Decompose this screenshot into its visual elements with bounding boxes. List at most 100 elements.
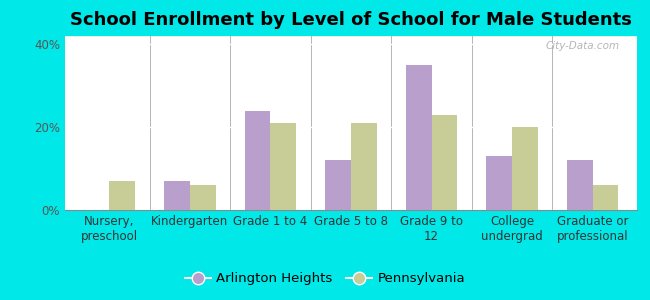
Bar [65,36,637,37]
Bar [65,36,637,37]
Bar [65,36,637,37]
Bar [65,36,637,37]
Legend: Arlington Heights, Pennsylvania: Arlington Heights, Pennsylvania [179,267,471,290]
Bar [65,36,637,37]
Bar [65,36,637,37]
Bar [65,36,637,37]
Bar [65,36,637,37]
Bar [65,36,637,37]
Bar [65,36,637,37]
Bar [65,36,637,37]
Bar [65,36,637,37]
Bar [65,36,637,37]
Bar [65,36,637,37]
Bar [65,36,637,37]
Bar [65,36,637,37]
Bar [65,36,637,37]
Bar [65,36,637,37]
Bar [65,36,637,37]
Bar [65,36,637,37]
Bar [65,36,637,37]
Bar [65,36,637,37]
Bar [65,36,637,37]
Bar [190,185,216,210]
Bar [65,36,637,37]
Bar [65,36,637,37]
Bar [65,36,637,37]
Bar [65,36,637,37]
Bar [65,36,637,37]
Bar [65,36,637,37]
Bar [65,36,637,37]
Bar [65,36,637,37]
Bar [65,36,637,37]
Bar [65,36,637,37]
Bar [270,123,296,210]
Bar [65,36,637,37]
Bar [65,36,637,37]
Bar [65,36,637,37]
Bar [65,36,637,37]
Bar [65,36,637,37]
Bar [65,36,637,37]
Bar [65,36,637,37]
Bar [65,36,637,37]
Bar [65,36,637,37]
Bar [65,36,637,37]
Bar [65,36,637,37]
Bar [65,36,637,37]
Bar [65,36,637,37]
Bar [65,36,637,37]
Bar [65,36,637,37]
Bar [65,36,637,37]
Bar [65,36,637,37]
Bar [65,36,637,37]
Bar [65,36,637,37]
Bar [65,36,637,37]
Bar [65,36,637,37]
Bar [65,36,637,37]
Bar [65,37,637,38]
Bar [65,36,637,37]
Bar [65,36,637,37]
Bar [65,36,637,37]
Bar [65,36,637,37]
Bar [65,37,637,38]
Bar [65,36,637,37]
Bar [65,36,637,37]
Bar [65,36,637,37]
Bar [325,160,351,210]
Bar [65,36,637,37]
Bar [65,36,637,37]
Bar [65,36,637,37]
Bar [65,36,637,37]
Bar [65,36,637,37]
Bar [406,65,432,210]
Bar [65,36,637,37]
Bar [65,36,637,37]
Title: School Enrollment by Level of School for Male Students: School Enrollment by Level of School for… [70,11,632,29]
Bar [65,36,637,37]
Bar [567,160,593,210]
Bar [65,36,637,37]
Bar [65,36,637,37]
Bar [65,36,637,37]
Bar [65,36,637,37]
Bar [65,36,637,37]
Bar [65,36,637,37]
Bar [65,36,637,37]
Bar [65,36,637,37]
Bar [65,36,637,37]
Bar [65,36,637,37]
Bar [65,36,637,37]
Bar [65,36,637,37]
Bar [65,36,637,37]
Bar [65,36,637,37]
Bar [65,36,637,37]
Bar [65,36,637,37]
Bar [65,36,637,37]
Bar [65,36,637,37]
Bar [65,36,637,37]
Bar [65,36,637,37]
Bar [65,36,637,37]
